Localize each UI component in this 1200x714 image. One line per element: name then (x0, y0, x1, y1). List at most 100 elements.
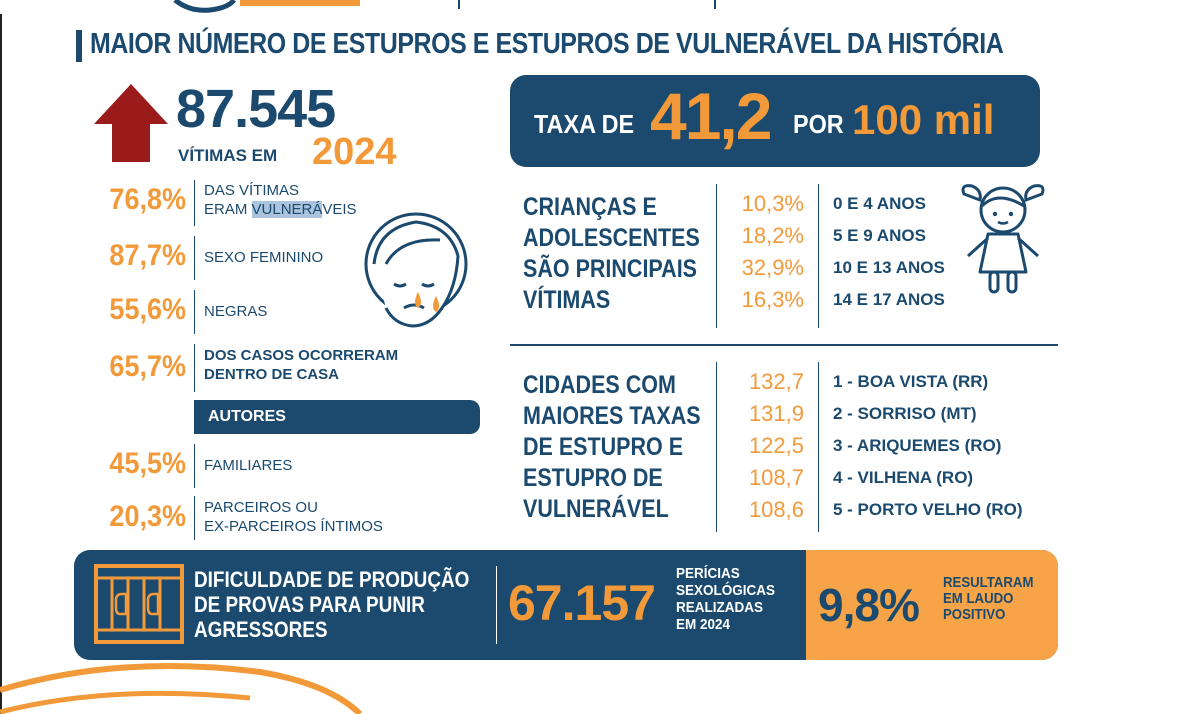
author-partner-label: PARCEIROS OU EX-PARCEIROS ÍNTIMOS (204, 498, 383, 536)
cities-title-line: ESTUPRO DE (523, 464, 663, 492)
stat-divider (194, 290, 195, 334)
difficulty-line: AGRESSORES (194, 617, 328, 642)
authors-header (194, 400, 480, 434)
author-family-label: FAMILIARES (204, 457, 293, 474)
cities-name-column: 1 - BOA VISTA (RR) 2 - SORRISO (MT) 3 - … (833, 366, 1023, 526)
stat-black-pct: 55,6% (109, 293, 186, 326)
positive-label: RESULTARAM EM LAUDO POSITIVO (943, 575, 1033, 623)
rate-prefix: TAXA DE (534, 109, 635, 139)
positive-label-line: POSITIVO (943, 606, 1006, 623)
cropped-header (0, 0, 1200, 14)
children-title-line: SÃO PRINCIPAIS (523, 255, 698, 283)
total-victims-number: 87.545 (176, 79, 336, 139)
exams-label-line: SEXOLÓGICAS (676, 582, 776, 599)
exams-number: 67.157 (508, 575, 656, 631)
children-pct: 10,3% (741, 191, 804, 216)
headline-accent-bar (76, 30, 82, 62)
positive-label-line: EM LAUDO (943, 590, 1014, 607)
children-pct-column: 10,3% 18,2% 32,9% 16,3% (714, 188, 804, 316)
stat-home-label: DOS CASOS OCORRERAM DENTRO DE CASA (204, 346, 398, 384)
stat-female-pct: 87,7% (109, 239, 186, 272)
rate-per: POR (793, 109, 844, 139)
stat-vulnerable-label: DAS VÍTIMAS ERAM VULNERÁVEIS (204, 181, 357, 219)
decorative-swoosh (0, 663, 363, 714)
cities-title-line: CIDADES COM (523, 371, 676, 399)
author-partner-line2: EX-PARCEIROS ÍNTIMOS (204, 518, 383, 535)
children-age: 5 E 9 ANOS (833, 226, 926, 245)
difficulty-line: DE PROVAS PARA PUNIR (194, 592, 425, 617)
stat-divider (194, 444, 195, 488)
city-name: 4 - VILHENA (RO) (833, 468, 974, 487)
children-age: 0 E 4 ANOS (833, 194, 926, 213)
author-family-pct: 45,5% (109, 447, 186, 480)
stat-vulnerable-pct: 76,8% (109, 183, 186, 216)
city-name: 3 - ARIQUEMES (RO) (833, 436, 1002, 455)
cities-title: CIDADES COM MAIORES TAXAS DE ESTUPRO E E… (523, 370, 701, 525)
author-partner-pct: 20,3% (109, 500, 186, 533)
cities-title-line: MAIORES TAXAS (523, 402, 701, 430)
positive-pct: 9,8% (818, 579, 920, 631)
headline: MAIOR NÚMERO DE ESTUPROS E ESTUPROS DE V… (90, 28, 1004, 60)
stat-black-label: NEGRAS (204, 303, 268, 320)
city-name: 5 - PORTO VELHO (RO) (833, 500, 1023, 519)
cropped-header-shapes (173, 0, 716, 13)
children-age: 10 E 13 ANOS (833, 258, 945, 277)
city-name: 2 - SORRISO (MT) (833, 404, 977, 423)
children-title-line: VÍTIMAS (523, 286, 611, 314)
authors-title: AUTORES (208, 408, 286, 425)
children-age-column: 0 E 4 ANOS 5 E 9 ANOS 10 E 13 ANOS 14 E … (833, 188, 945, 316)
children-pct: 16,3% (741, 287, 804, 312)
rate-box (510, 75, 1040, 167)
jail-bars-icon (94, 564, 184, 644)
stat-divider (194, 180, 195, 226)
page-edge (0, 0, 2, 714)
children-title-line: CRIANÇAS E (523, 193, 657, 221)
stat-vulnerable-line1: DAS VÍTIMAS (204, 182, 300, 199)
exams-label-line: PERÍCIAS (676, 565, 740, 582)
stat-vulnerable-line2b: VEIS (322, 201, 357, 218)
stat-divider (194, 496, 195, 540)
cities-title-line: VULNERÁVEL (523, 495, 669, 523)
children-title-line: ADOLESCENTES (523, 224, 700, 252)
stat-home-pct: 65,7% (109, 350, 186, 383)
section-divider (510, 344, 1058, 346)
city-rate: 108,6 (748, 497, 804, 522)
girl-child-icon (961, 184, 1045, 294)
children-title: CRIANÇAS E ADOLESCENTES SÃO PRINCIPAIS V… (523, 192, 700, 316)
banner-divider (496, 566, 497, 644)
city-rate: 131,9 (748, 401, 804, 426)
children-divider-right (818, 184, 819, 328)
city-rate: 132,7 (748, 369, 804, 394)
stat-divider (194, 344, 195, 392)
rate-value: 41,2 (650, 79, 772, 153)
city-name: 1 - BOA VISTA (RR) (833, 372, 989, 391)
author-partner-line1: PARCEIROS OU (204, 499, 318, 516)
children-pct: 32,9% (741, 255, 804, 280)
stat-female-label: SEXO FEMININO (204, 249, 324, 266)
exams-label-line: REALIZADAS (676, 599, 764, 616)
stat-home-line2: DENTRO DE CASA (204, 366, 340, 383)
up-arrow-icon (94, 84, 168, 162)
children-pct: 18,2% (741, 223, 804, 248)
children-divider-left (716, 184, 717, 328)
children-age: 14 E 17 ANOS (833, 290, 945, 309)
exams-label-line: EM 2024 (676, 616, 731, 633)
cities-title-line: DE ESTUPRO E (523, 433, 684, 461)
difficulty-line: DIFICULDADE DE PRODUÇÃO (194, 567, 470, 592)
positive-label-line: RESULTARAM (943, 574, 1034, 591)
difficulty-text: DIFICULDADE DE PRODUÇÃO DE PROVAS PARA P… (194, 567, 469, 642)
city-rate: 108,7 (748, 465, 804, 490)
cities-value-column: 132,7 131,9 122,5 108,7 108,6 (714, 366, 804, 526)
stat-home-line1: DOS CASOS OCORRERAM (204, 347, 399, 364)
text-selection-highlight[interactable]: VULNERÁ (251, 201, 323, 218)
cities-divider-left (716, 362, 717, 532)
exams-label: PERÍCIAS SEXOLÓGICAS REALIZADAS EM 2024 (676, 565, 775, 633)
stat-divider (194, 236, 195, 280)
stat-vulnerable-line2a: ERAM (204, 201, 252, 218)
crying-face-icon (364, 212, 468, 328)
city-rate: 122,5 (748, 433, 804, 458)
evidence-banner-highlight (806, 550, 1058, 660)
cities-divider-right (818, 362, 819, 532)
total-victims-label: VÍTIMAS EM (178, 146, 278, 165)
rate-unit: 100 mil (852, 96, 995, 143)
